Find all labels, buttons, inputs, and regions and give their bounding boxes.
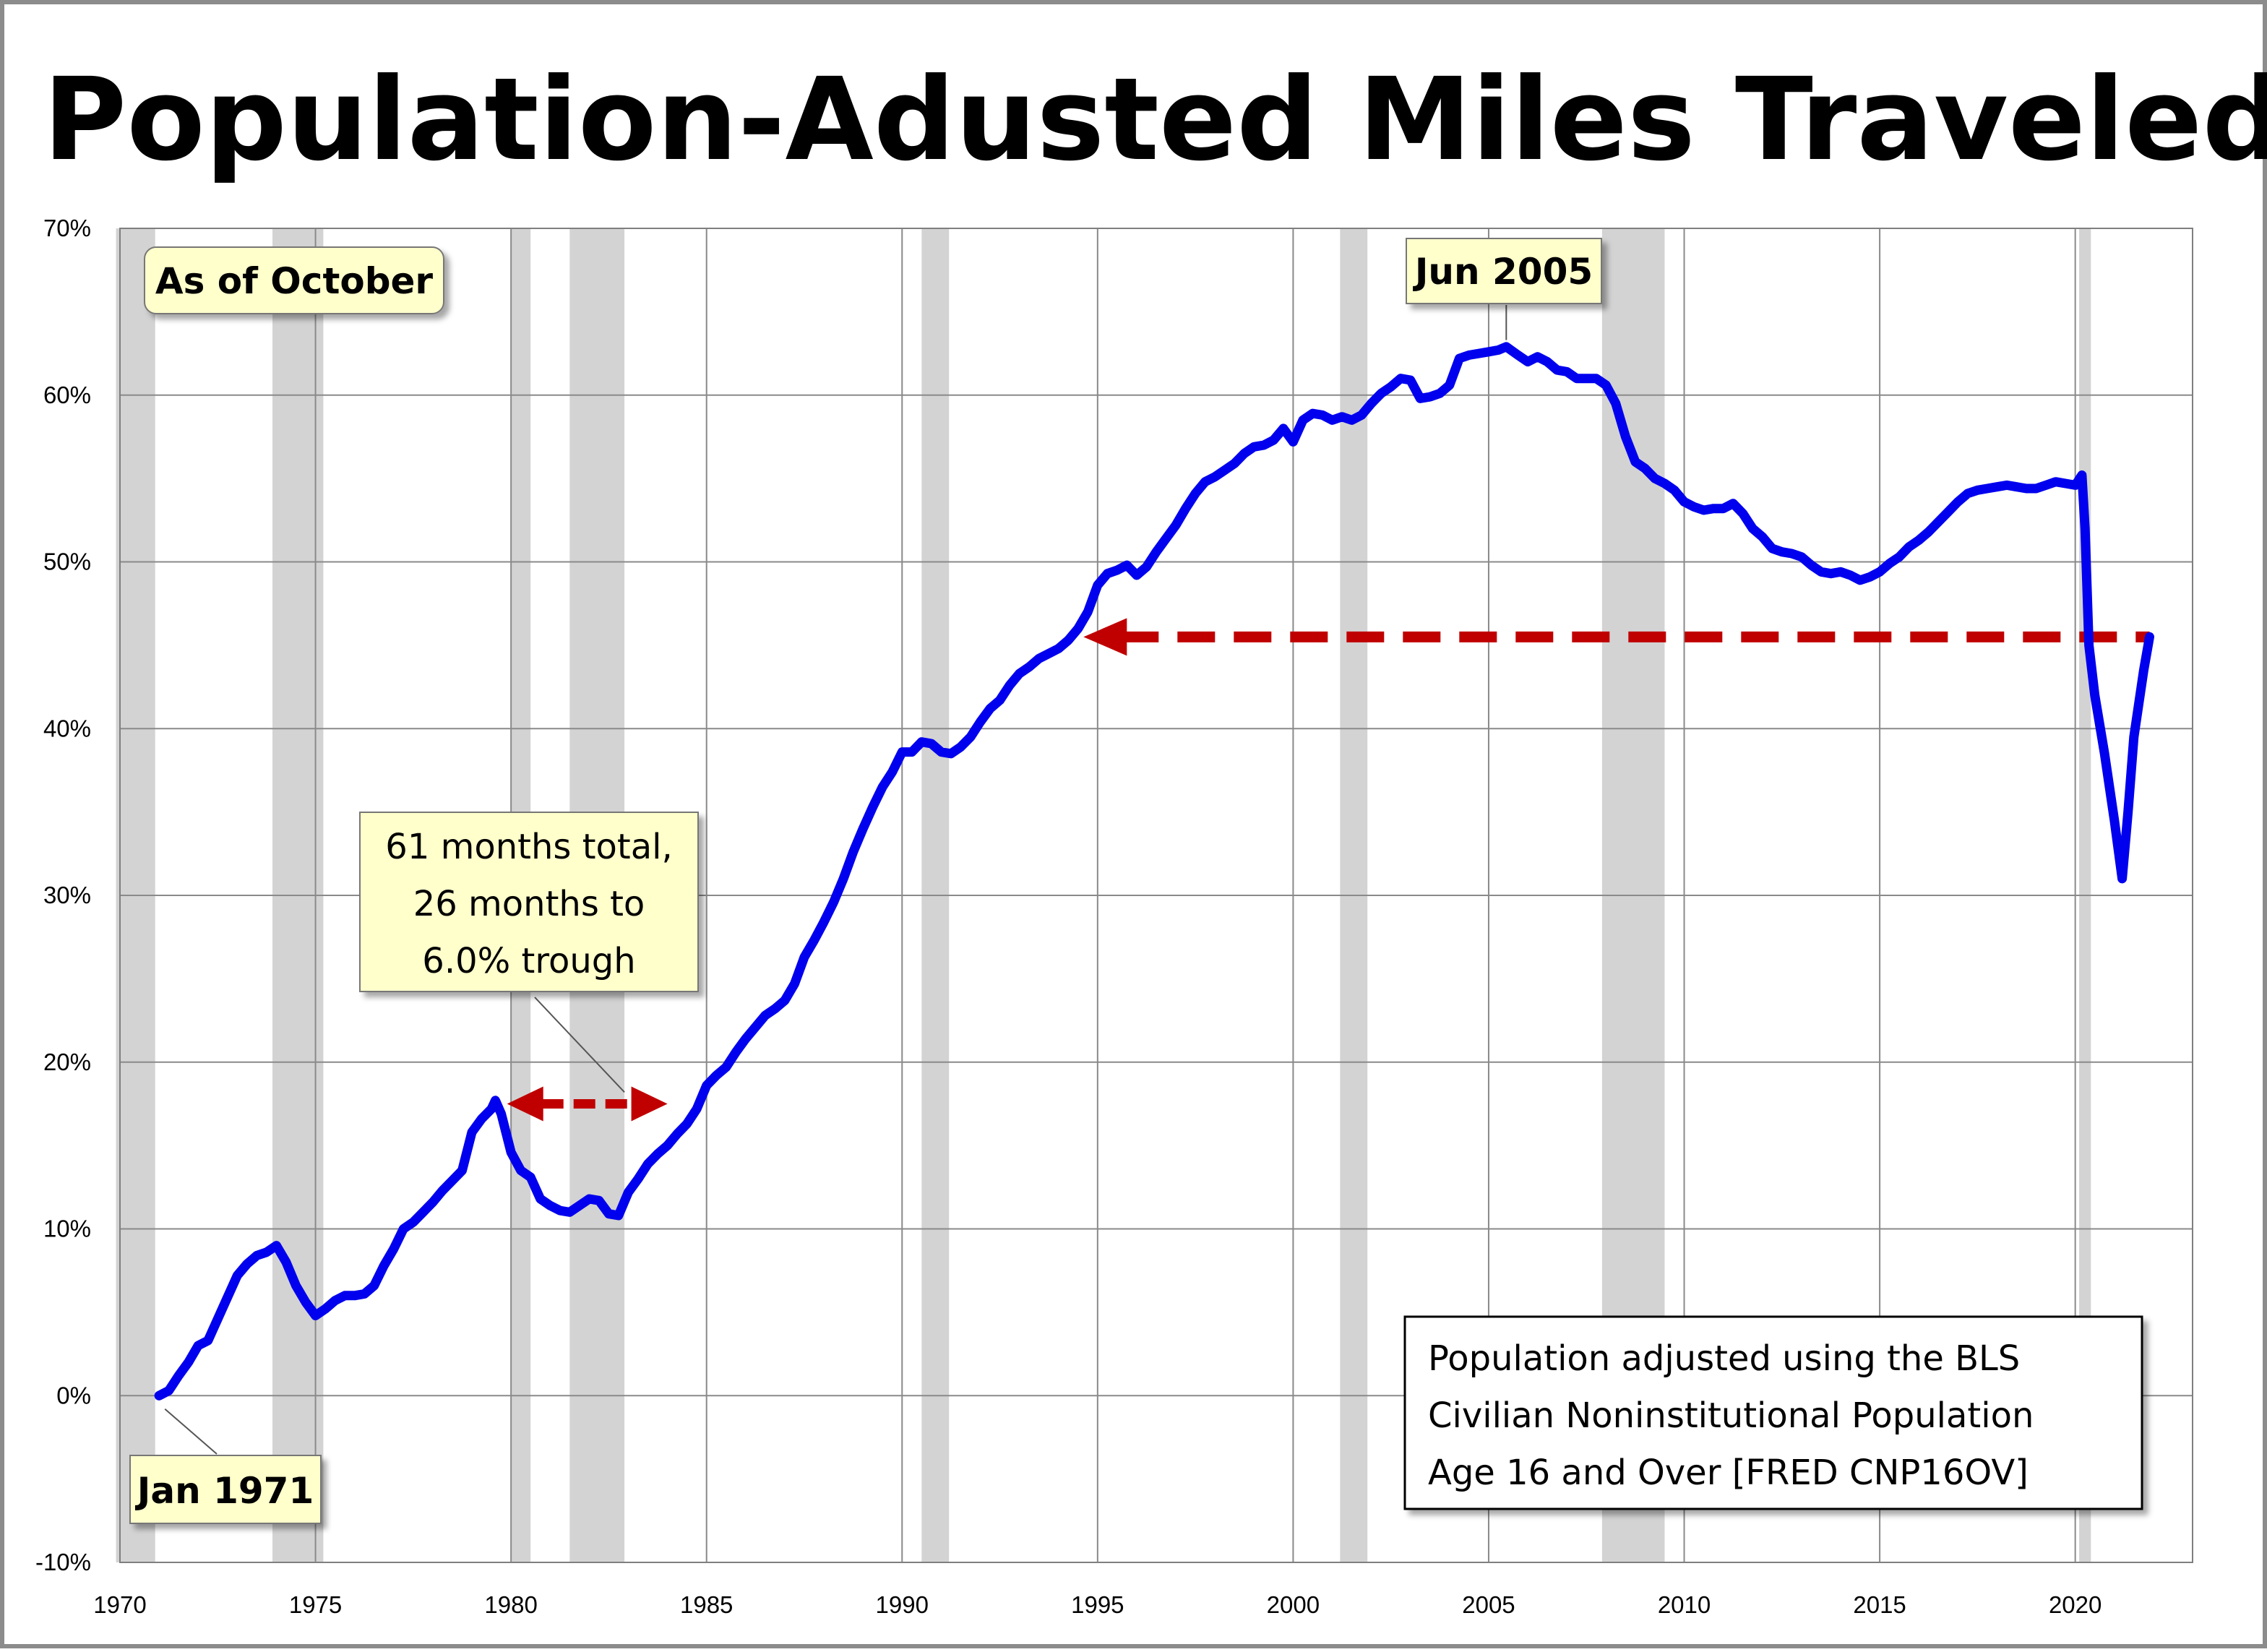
y-axis: 70% 60% 50% 40% 30% 20% 10% 0% -10% xyxy=(35,215,91,1575)
callout-start-box xyxy=(129,1455,322,1524)
x-tick-label: 1975 xyxy=(289,1591,342,1618)
series-line xyxy=(154,342,2154,1401)
x-tick-label: 1970 xyxy=(93,1591,146,1618)
reference-arrowhead xyxy=(1083,618,1127,656)
chart-title: Population-Adusted Miles Traveled xyxy=(43,53,2267,186)
y-tick-label: 70% xyxy=(43,215,91,241)
x-tick-label: 2010 xyxy=(1658,1591,1711,1618)
trough-arrowhead-right xyxy=(631,1086,668,1122)
x-tick-label: 2015 xyxy=(1853,1591,1906,1618)
x-tick-label: 1980 xyxy=(484,1591,537,1618)
x-tick-label: 2005 xyxy=(1462,1591,1515,1618)
y-tick-label: -10% xyxy=(35,1549,91,1575)
x-tick-label: 1985 xyxy=(680,1591,733,1618)
callout-as-of-box xyxy=(144,246,444,314)
callout-trough-text: 26 months to xyxy=(413,884,645,924)
note-box xyxy=(1403,1315,2143,1510)
y-tick-label: 30% xyxy=(43,882,91,908)
x-tick-label: 2020 xyxy=(2049,1591,2102,1618)
plot-area-frame xyxy=(119,228,2193,1563)
annotation-graphics xyxy=(164,305,2150,1455)
note-text: Civilian Noninstitutional Population xyxy=(1428,1395,2034,1436)
y-tick-label: 40% xyxy=(43,715,91,741)
callout-trough-box xyxy=(359,812,699,992)
trough-arrowhead-left xyxy=(507,1086,543,1122)
note-text: Population adjusted using the BLS xyxy=(1428,1338,2020,1379)
callout-start-text: Jan 1971 xyxy=(135,1470,314,1512)
callout-leader xyxy=(164,1408,218,1455)
y-tick-label: 50% xyxy=(43,548,91,575)
callout-trough-text: 61 months total, xyxy=(385,827,672,867)
x-axis: 1970 1975 1980 1985 1990 1995 2000 2005 2010 2015… xyxy=(93,1591,2102,1618)
callout-peak-text: Jun 2005 xyxy=(1413,251,1593,293)
callout-peak-box xyxy=(1406,238,1602,304)
y-tick-label: 20% xyxy=(43,1049,91,1075)
callouts: As of October Jun 2005 Jan 1971 61 months t… xyxy=(129,238,2143,1524)
callout-trough-text: 6.0% trough xyxy=(422,941,635,981)
y-tick-label: 0% xyxy=(56,1382,91,1408)
x-tick-label: 2000 xyxy=(1267,1591,1320,1618)
note-text: Age 16 and Over [FRED CNP16OV] xyxy=(1428,1453,2029,1493)
x-tick-label: 1990 xyxy=(876,1591,929,1618)
y-tick-label: 60% xyxy=(43,382,91,408)
callout-as-of-text: As of October xyxy=(155,260,433,302)
callout-leader xyxy=(534,997,625,1093)
x-tick-label: 1995 xyxy=(1071,1591,1124,1618)
y-tick-label: 10% xyxy=(43,1216,91,1242)
